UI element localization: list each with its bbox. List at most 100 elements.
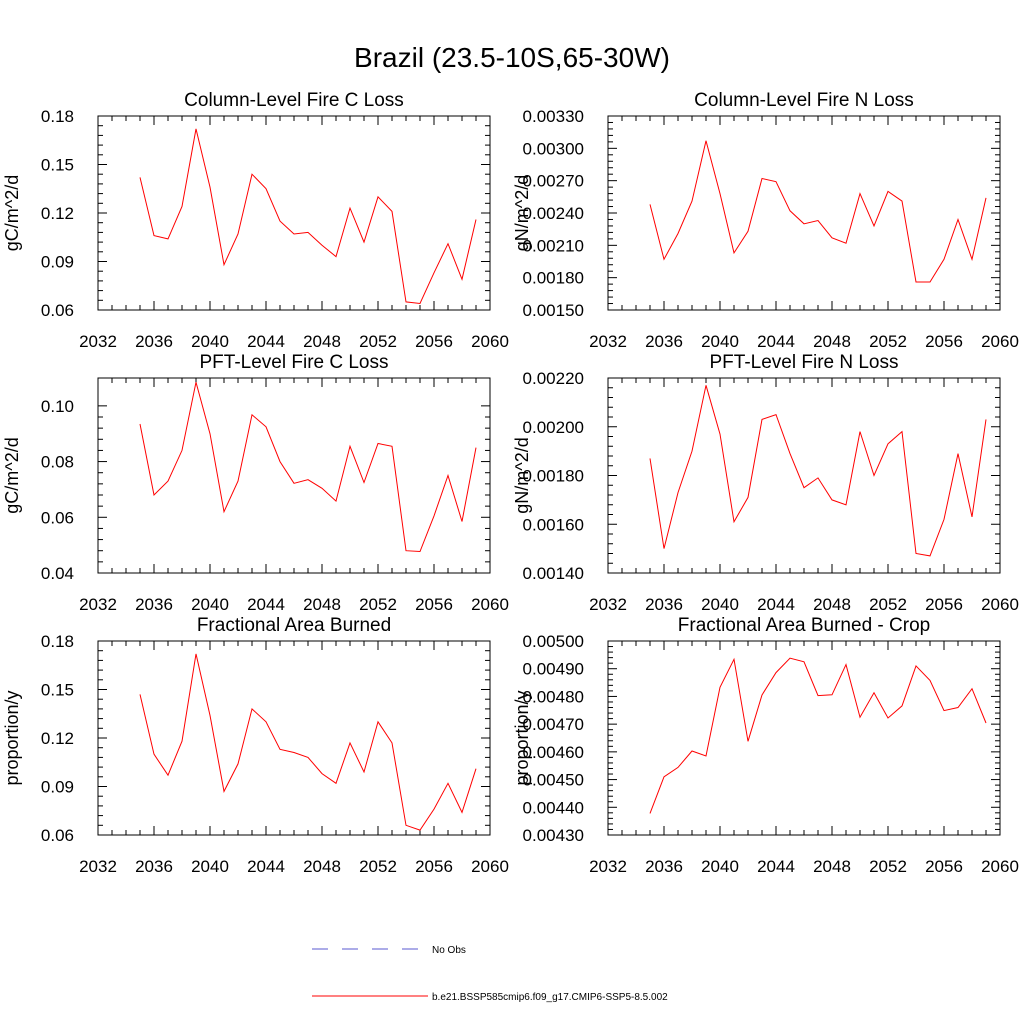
y-tick-label: 0.00450 (523, 771, 584, 790)
x-tick-label: 2044 (247, 857, 285, 876)
x-tick-label: 2052 (869, 595, 907, 614)
y-axis-label: proportion/y (2, 690, 22, 785)
y-tick-label: 0.12 (41, 729, 74, 748)
x-tick-label: 2060 (981, 857, 1019, 876)
panel-title: Column-Level Fire N Loss (694, 90, 914, 111)
x-tick-label: 2036 (645, 595, 683, 614)
x-tick-label: 2048 (813, 595, 851, 614)
x-tick-label: 2052 (869, 857, 907, 876)
y-tick-label: 0.04 (41, 564, 74, 583)
chart-panel-1: Column-Level Fire C Loss 2032 2036 2040 2044… (2, 90, 509, 351)
x-tick-label: 2052 (359, 332, 397, 351)
y-tick-label: 0.06 (41, 826, 74, 845)
x-tick-label: 2032 (79, 595, 117, 614)
series-line (139, 128, 477, 305)
x-tick-label: 2036 (645, 332, 683, 351)
x-tick-label: 2060 (981, 595, 1019, 614)
x-tick-label: 2040 (701, 857, 739, 876)
y-axis-label: proportion/y (512, 690, 532, 785)
x-tick-label: 2032 (589, 332, 627, 351)
y-tick-label: 0.00300 (523, 139, 584, 158)
panel-title: PFT-Level Fire C Loss (200, 352, 389, 373)
y-tick-label: 0.00240 (523, 204, 584, 223)
y-tick-label: 0.00220 (523, 369, 584, 388)
y-tick-label: 0.12 (41, 204, 74, 223)
y-tick-label: 0.00430 (523, 826, 584, 845)
series-line (649, 385, 987, 557)
y-axis-label: gN/m^2/d (512, 175, 532, 251)
y-tick-label: 0.00160 (523, 515, 584, 534)
y-tick-label: 0.00210 (523, 236, 584, 255)
x-tick-label: 2040 (701, 595, 739, 614)
y-tick-label: 0.00330 (523, 107, 584, 126)
y-tick-label: 0.00180 (523, 467, 584, 486)
y-tick-label: 0.00200 (523, 418, 584, 437)
plot-frame (97, 640, 491, 836)
y-tick-label: 0.06 (41, 301, 74, 320)
x-tick-label: 2048 (303, 332, 341, 351)
y-tick-label: 0.00490 (523, 660, 584, 679)
y-tick-label: 0.06 (41, 508, 74, 527)
y-axis-label: gC/m^2/d (2, 437, 22, 513)
series-line (649, 140, 987, 283)
y-tick-label: 0.00500 (523, 632, 584, 651)
y-tick-label: 0.15 (41, 156, 74, 175)
y-tick-label: 0.00140 (523, 564, 584, 583)
panel-title: Column-Level Fire C Loss (184, 90, 404, 111)
x-tick-label: 2044 (757, 857, 795, 876)
chart-panel-5: Fractional Area Burned 2032 2036 2040 2044 20… (2, 615, 509, 876)
series-line (139, 653, 477, 831)
y-tick-label: 0.00270 (523, 172, 584, 191)
y-tick-label: 0.00470 (523, 715, 584, 734)
y-tick-label: 0.18 (41, 107, 74, 126)
x-tick-label: 2036 (135, 857, 173, 876)
y-axis-label: gC/m^2/d (2, 175, 22, 251)
x-tick-label: 2060 (981, 332, 1019, 351)
x-tick-label: 2032 (589, 595, 627, 614)
x-tick-label: 2052 (869, 332, 907, 351)
x-tick-label: 2052 (359, 857, 397, 876)
x-tick-label: 2044 (247, 332, 285, 351)
x-tick-label: 2036 (645, 857, 683, 876)
chart-panel-4: PFT-Level Fire N Loss 2032 2036 2040 2044 204… (512, 352, 1019, 614)
y-tick-label: 0.00180 (523, 269, 584, 288)
x-tick-label: 2060 (471, 332, 509, 351)
plot-frame (607, 640, 1001, 836)
x-tick-label: 2036 (135, 332, 173, 351)
panel-title: Fractional Area Burned - Crop (678, 615, 930, 636)
y-tick-label: 0.09 (41, 778, 74, 797)
plot-frame (607, 115, 1001, 311)
series-line (139, 382, 477, 553)
legend-obs-label: No Obs (432, 945, 466, 956)
chart-panel-3: PFT-Level Fire C Loss 2032 2036 2040 2044 204… (2, 352, 509, 614)
series-line (649, 657, 987, 814)
x-tick-label: 2044 (757, 332, 795, 351)
x-tick-label: 2040 (191, 332, 229, 351)
y-tick-label: 0.09 (41, 253, 74, 272)
x-tick-label: 2032 (79, 332, 117, 351)
y-axis-label: gN/m^2/d (512, 437, 532, 513)
x-tick-label: 2056 (415, 857, 453, 876)
x-tick-label: 2048 (813, 857, 851, 876)
x-tick-label: 2032 (79, 857, 117, 876)
x-tick-label: 2040 (191, 595, 229, 614)
x-tick-label: 2060 (471, 857, 509, 876)
x-tick-label: 2052 (359, 595, 397, 614)
chart-panels: Column-Level Fire C Loss 2032 2036 2040 2044… (2, 90, 1019, 876)
x-tick-label: 2056 (925, 332, 963, 351)
y-tick-label: 0.00150 (523, 301, 584, 320)
legend: No Obs b.e21.BSSP585cmip6.f09_g17.CMIP6-… (312, 945, 668, 1003)
panel-title: PFT-Level Fire N Loss (710, 352, 899, 373)
plot-frame (607, 377, 1001, 574)
x-tick-label: 2044 (757, 595, 795, 614)
x-tick-label: 2048 (813, 332, 851, 351)
plot-frame (97, 377, 491, 574)
chart-panel-6: Fractional Area Burned - Crop 2032 2036 204… (512, 615, 1019, 876)
x-tick-label: 2032 (589, 857, 627, 876)
x-tick-label: 2056 (415, 595, 453, 614)
x-tick-label: 2044 (247, 595, 285, 614)
x-tick-label: 2048 (303, 857, 341, 876)
x-tick-label: 2040 (191, 857, 229, 876)
chart-panel-2: Column-Level Fire N Loss 2032 2036 2040 2044… (512, 90, 1019, 351)
